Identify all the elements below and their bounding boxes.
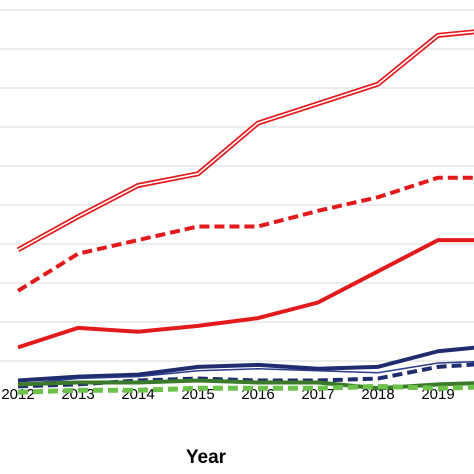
series-line [17, 383, 474, 395]
x-axis-title: Year [186, 447, 227, 468]
series-line [17, 361, 474, 386]
series-line-inner [17, 31, 474, 251]
series-line [16, 175, 474, 293]
series-line [17, 378, 474, 391]
x-tick-label: 2018 [361, 386, 394, 403]
series-line [17, 238, 474, 350]
series-line [17, 345, 474, 383]
x-tick-label: 2012 [1, 386, 34, 403]
